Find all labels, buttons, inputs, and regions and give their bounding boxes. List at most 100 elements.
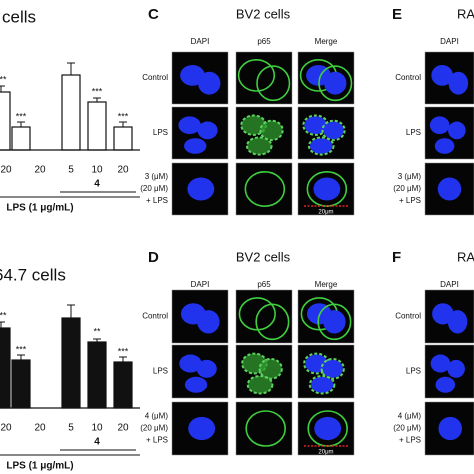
nucleus (305, 354, 328, 373)
nucleus (196, 359, 217, 378)
x-tick-label: 20 (34, 423, 46, 434)
panel-letter: F (392, 249, 401, 266)
row-label: + LPS (399, 436, 421, 445)
group-label: 4 (94, 179, 100, 190)
p65-signal (320, 357, 345, 380)
x-tick-label: 20 (0, 423, 12, 434)
column-header: p65 (257, 280, 271, 289)
nucleus (323, 121, 344, 140)
row-label: Control (395, 73, 421, 82)
treatment-label: LPS (1 μg/mL) (6, 203, 73, 214)
nucleus (435, 376, 456, 393)
column-header: DAPI (191, 37, 210, 46)
p65-signal (237, 59, 276, 92)
p65-signal (255, 303, 290, 341)
panel-title: BV2 cells (236, 249, 291, 264)
panel-letter: E (392, 6, 402, 23)
nucleus (188, 416, 216, 441)
panel-title: RA (457, 249, 474, 264)
row-label: + LPS (146, 436, 168, 445)
p65-signal (245, 410, 286, 447)
panel-title: RA (457, 6, 474, 21)
nucleus (434, 138, 455, 154)
row-label: 3 (μM) (398, 172, 422, 181)
bar (87, 341, 107, 409)
bar (11, 359, 31, 409)
nucleus (429, 116, 450, 135)
row-label: LPS (153, 128, 168, 137)
significance: ** (0, 310, 7, 320)
bar (0, 91, 11, 151)
row-label: 4 (μM) (398, 412, 422, 421)
x-tick-label: 10 (91, 423, 103, 434)
nucleus (323, 310, 346, 334)
bar (113, 126, 133, 151)
x-tick-label: 10 (91, 165, 103, 176)
row-label: LPS (153, 367, 168, 376)
significance: *** (118, 111, 129, 121)
row-label: (20 μM) (140, 424, 168, 433)
nucleus (430, 354, 451, 373)
bar (113, 361, 133, 409)
scale-bar-label: 20μm (318, 210, 333, 216)
bar (87, 101, 107, 151)
nucleus (184, 138, 207, 154)
p65-signal (307, 136, 335, 156)
p65-signal (307, 410, 348, 447)
row-label: LPS (406, 128, 421, 137)
nucleus (437, 177, 462, 201)
chart-title: cells (2, 7, 36, 26)
nucleus (178, 116, 201, 135)
significance: *** (118, 346, 129, 356)
x-tick-label: 20 (0, 165, 12, 176)
nucleus (304, 116, 327, 135)
nucleus (314, 416, 342, 441)
p65-signal (258, 357, 283, 380)
nucleus (197, 310, 220, 334)
bar (0, 327, 11, 409)
p65-signal (244, 171, 286, 207)
p65-signal (321, 119, 346, 142)
x-tick-label: 20 (34, 165, 46, 176)
x-tick-label: 5 (68, 423, 74, 434)
chart-title: 64.7 cells (0, 265, 66, 284)
row-label: Control (395, 312, 421, 321)
treatment-label: LPS (1 μg/mL) (6, 461, 73, 472)
significance: ** (93, 326, 101, 336)
nucleus (310, 138, 333, 154)
significance: *** (16, 111, 27, 121)
row-label: + LPS (399, 196, 421, 205)
p65-signal (308, 375, 336, 395)
row-label: Control (142, 73, 168, 82)
nucleus (431, 65, 453, 86)
row-label: (20 μM) (393, 424, 421, 433)
column-header: p65 (257, 37, 271, 46)
column-header: DAPI (440, 280, 459, 289)
nucleus (310, 376, 334, 393)
row-label: LPS (406, 367, 421, 376)
group-label: 4 (94, 437, 100, 448)
p65-signal (318, 65, 353, 102)
significance: *** (16, 344, 27, 354)
column-header: DAPI (191, 280, 210, 289)
p65-signal (317, 303, 352, 341)
significance: *** (92, 86, 103, 96)
nucleus (179, 354, 202, 373)
nucleus (448, 121, 466, 140)
p65-signal (246, 375, 274, 395)
column-header: Merge (315, 280, 338, 289)
panel-letter: D (148, 249, 159, 266)
panel-letter: C (148, 6, 159, 23)
nucleus (447, 359, 465, 378)
row-label: (20 μM) (140, 184, 168, 193)
nucleus (447, 310, 468, 334)
scale-bar-label: 20μm (318, 450, 333, 456)
nucleus (197, 121, 218, 140)
column-header: DAPI (440, 37, 459, 46)
nucleus (184, 376, 208, 393)
panel-title: BV2 cells (236, 6, 291, 21)
row-label: 3 (μM) (145, 172, 169, 181)
p65-signal (245, 136, 273, 156)
nucleus (438, 416, 462, 441)
